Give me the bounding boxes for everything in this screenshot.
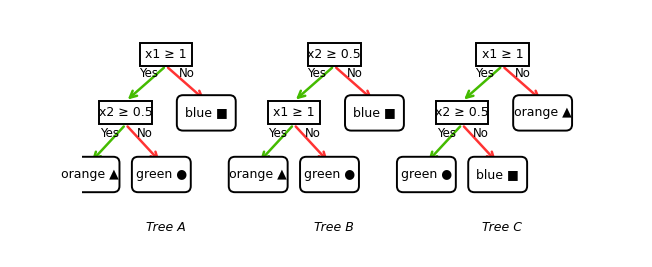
FancyBboxPatch shape — [300, 157, 359, 192]
Text: Yes: Yes — [475, 68, 494, 80]
Text: Yes: Yes — [437, 127, 456, 140]
Text: Tree C: Tree C — [482, 221, 522, 234]
Text: Tree A: Tree A — [146, 221, 186, 234]
Text: x1 ≥ 1: x1 ≥ 1 — [145, 48, 186, 61]
Text: x2 ≥ 0.5: x2 ≥ 0.5 — [435, 106, 489, 119]
Text: green ●: green ● — [304, 168, 355, 181]
Text: orange ▲: orange ▲ — [230, 168, 287, 181]
FancyBboxPatch shape — [308, 43, 361, 66]
Text: Yes: Yes — [139, 68, 158, 80]
FancyBboxPatch shape — [99, 101, 152, 124]
FancyBboxPatch shape — [61, 157, 119, 192]
Text: Tree B: Tree B — [314, 221, 354, 234]
Text: x1 ≥ 1: x1 ≥ 1 — [273, 106, 315, 119]
FancyBboxPatch shape — [476, 43, 529, 66]
FancyBboxPatch shape — [132, 157, 191, 192]
FancyBboxPatch shape — [397, 157, 456, 192]
Text: No: No — [347, 68, 363, 80]
Text: x2 ≥ 0.5: x2 ≥ 0.5 — [99, 106, 153, 119]
FancyBboxPatch shape — [229, 157, 288, 192]
Text: No: No — [305, 127, 321, 140]
Text: orange ▲: orange ▲ — [514, 106, 572, 119]
Text: No: No — [137, 127, 153, 140]
FancyBboxPatch shape — [177, 95, 236, 131]
Text: No: No — [515, 68, 531, 80]
Text: blue ■: blue ■ — [185, 106, 228, 119]
Text: x1 ≥ 1: x1 ≥ 1 — [482, 48, 523, 61]
Text: green ●: green ● — [136, 168, 187, 181]
FancyBboxPatch shape — [140, 43, 192, 66]
Text: Yes: Yes — [100, 127, 119, 140]
Text: Yes: Yes — [269, 127, 288, 140]
Text: blue ■: blue ■ — [353, 106, 396, 119]
Text: green ●: green ● — [401, 168, 452, 181]
Text: Yes: Yes — [307, 68, 326, 80]
FancyBboxPatch shape — [513, 95, 572, 131]
Text: orange ▲: orange ▲ — [61, 168, 119, 181]
Text: No: No — [473, 127, 489, 140]
FancyBboxPatch shape — [345, 95, 404, 131]
Text: x2 ≥ 0.5: x2 ≥ 0.5 — [307, 48, 361, 61]
Text: blue ■: blue ■ — [477, 168, 519, 181]
FancyBboxPatch shape — [267, 101, 320, 124]
FancyBboxPatch shape — [436, 101, 488, 124]
Text: No: No — [179, 68, 195, 80]
FancyBboxPatch shape — [468, 157, 527, 192]
